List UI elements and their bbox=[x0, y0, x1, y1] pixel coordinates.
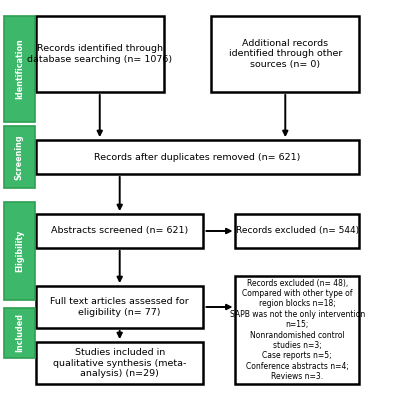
FancyBboxPatch shape bbox=[4, 126, 35, 188]
Text: Abstracts screened (n= 621): Abstracts screened (n= 621) bbox=[51, 226, 188, 236]
FancyBboxPatch shape bbox=[211, 16, 359, 92]
FancyBboxPatch shape bbox=[235, 276, 359, 384]
Text: Screening: Screening bbox=[15, 134, 24, 180]
FancyBboxPatch shape bbox=[4, 16, 35, 122]
FancyBboxPatch shape bbox=[36, 286, 203, 328]
FancyBboxPatch shape bbox=[235, 214, 359, 248]
FancyBboxPatch shape bbox=[36, 140, 359, 174]
Text: Records excluded (n= 544): Records excluded (n= 544) bbox=[236, 226, 359, 236]
FancyBboxPatch shape bbox=[4, 202, 35, 300]
FancyBboxPatch shape bbox=[36, 342, 203, 384]
Text: Included: Included bbox=[15, 314, 24, 352]
Text: Records after duplicates removed (n= 621): Records after duplicates removed (n= 621… bbox=[94, 152, 301, 162]
Text: Additional records
identified through other
sources (n= 0): Additional records identified through ot… bbox=[229, 39, 342, 69]
FancyBboxPatch shape bbox=[36, 214, 203, 248]
Text: Records excluded (n= 48),
Compared with other type of
region blocks n=18;
SAPB w: Records excluded (n= 48), Compared with … bbox=[230, 279, 365, 381]
Text: Studies included in
qualitative synthesis (meta-
analysis) (n=29): Studies included in qualitative synthesi… bbox=[53, 348, 186, 378]
Text: Identification: Identification bbox=[15, 39, 24, 99]
Text: Full text articles assessed for
eligibility (n= 77): Full text articles assessed for eligibil… bbox=[50, 297, 189, 317]
Text: Records identified through
database searching (n= 1076): Records identified through database sear… bbox=[27, 44, 172, 64]
FancyBboxPatch shape bbox=[4, 308, 35, 358]
FancyBboxPatch shape bbox=[36, 16, 164, 92]
Text: Eligibility: Eligibility bbox=[15, 230, 24, 272]
